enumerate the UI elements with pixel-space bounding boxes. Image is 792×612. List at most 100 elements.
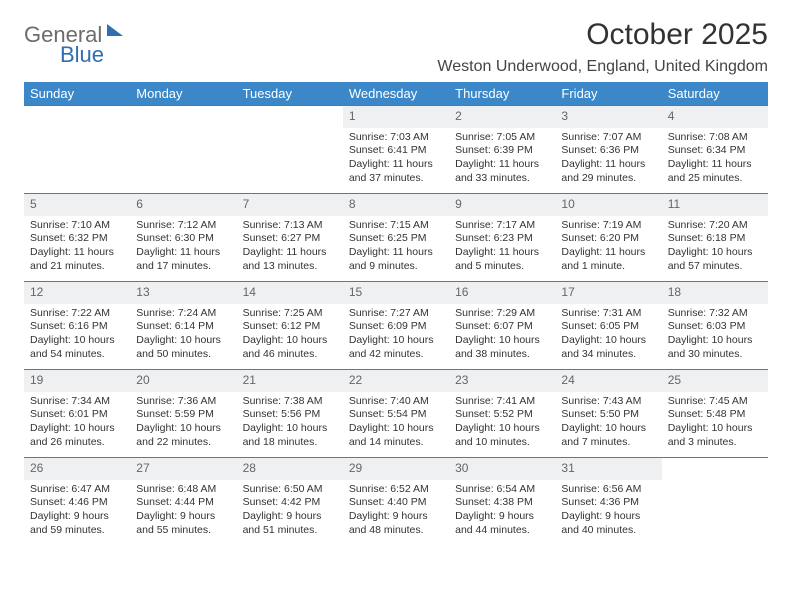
- daylight-text: Daylight: 10 hours and 34 minutes.: [561, 334, 655, 361]
- calendar-day-cell: 27Sunrise: 6:48 AMSunset: 4:44 PMDayligh…: [130, 457, 236, 545]
- weekday-header: Wednesday: [343, 82, 449, 105]
- daylight-text: Daylight: 11 hours and 1 minute.: [561, 246, 655, 273]
- sunset-text: Sunset: 5:48 PM: [668, 408, 762, 422]
- logo-triangle-icon: [107, 24, 123, 36]
- weekday-header-row: Sunday Monday Tuesday Wednesday Thursday…: [24, 82, 768, 105]
- daylight-text: Daylight: 10 hours and 22 minutes.: [136, 422, 230, 449]
- calendar-day-cell: [24, 105, 130, 193]
- day-body: Sunrise: 7:13 AMSunset: 6:27 PMDaylight:…: [237, 216, 343, 278]
- day-number: 27: [130, 457, 236, 480]
- day-number: 9: [449, 193, 555, 216]
- daylight-text: Daylight: 9 hours and 40 minutes.: [561, 510, 655, 537]
- calendar-day-cell: 18Sunrise: 7:32 AMSunset: 6:03 PMDayligh…: [662, 281, 768, 369]
- daylight-text: Daylight: 11 hours and 37 minutes.: [349, 158, 443, 185]
- daylight-text: Daylight: 10 hours and 14 minutes.: [349, 422, 443, 449]
- day-body: Sunrise: 7:24 AMSunset: 6:14 PMDaylight:…: [130, 304, 236, 366]
- sunset-text: Sunset: 6:36 PM: [561, 144, 655, 158]
- day-body: Sunrise: 7:12 AMSunset: 6:30 PMDaylight:…: [130, 216, 236, 278]
- day-number: 30: [449, 457, 555, 480]
- logo: General Blue: [24, 18, 123, 68]
- daylight-text: Daylight: 10 hours and 10 minutes.: [455, 422, 549, 449]
- daylight-text: Daylight: 10 hours and 50 minutes.: [136, 334, 230, 361]
- daylight-text: Daylight: 9 hours and 55 minutes.: [136, 510, 230, 537]
- daylight-text: Daylight: 10 hours and 46 minutes.: [243, 334, 337, 361]
- calendar-day-cell: [662, 457, 768, 545]
- sunrise-text: Sunrise: 7:20 AM: [668, 219, 762, 233]
- day-number: 14: [237, 281, 343, 304]
- daylight-text: Daylight: 11 hours and 21 minutes.: [30, 246, 124, 273]
- sunset-text: Sunset: 6:16 PM: [30, 320, 124, 334]
- sunrise-text: Sunrise: 6:50 AM: [243, 483, 337, 497]
- day-number-empty: [24, 105, 130, 128]
- sunset-text: Sunset: 6:39 PM: [455, 144, 549, 158]
- sunrise-text: Sunrise: 7:03 AM: [349, 131, 443, 145]
- day-number: 6: [130, 193, 236, 216]
- sunset-text: Sunset: 4:46 PM: [30, 496, 124, 510]
- day-body: Sunrise: 7:10 AMSunset: 6:32 PMDaylight:…: [24, 216, 130, 278]
- calendar-day-cell: 1Sunrise: 7:03 AMSunset: 6:41 PMDaylight…: [343, 105, 449, 193]
- sunset-text: Sunset: 5:59 PM: [136, 408, 230, 422]
- sunrise-text: Sunrise: 7:41 AM: [455, 395, 549, 409]
- day-body: Sunrise: 7:43 AMSunset: 5:50 PMDaylight:…: [555, 392, 661, 454]
- day-number: 8: [343, 193, 449, 216]
- day-number: 13: [130, 281, 236, 304]
- sunrise-text: Sunrise: 7:31 AM: [561, 307, 655, 321]
- day-number: 24: [555, 369, 661, 392]
- day-body: Sunrise: 7:08 AMSunset: 6:34 PMDaylight:…: [662, 128, 768, 190]
- calendar-day-cell: 11Sunrise: 7:20 AMSunset: 6:18 PMDayligh…: [662, 193, 768, 281]
- sunset-text: Sunset: 4:44 PM: [136, 496, 230, 510]
- sunrise-text: Sunrise: 7:40 AM: [349, 395, 443, 409]
- sunset-text: Sunset: 5:52 PM: [455, 408, 549, 422]
- sunrise-text: Sunrise: 7:13 AM: [243, 219, 337, 233]
- day-number-empty: [237, 105, 343, 128]
- day-number: 21: [237, 369, 343, 392]
- day-body: Sunrise: 7:19 AMSunset: 6:20 PMDaylight:…: [555, 216, 661, 278]
- day-number: 16: [449, 281, 555, 304]
- day-body: Sunrise: 7:20 AMSunset: 6:18 PMDaylight:…: [662, 216, 768, 278]
- sunset-text: Sunset: 4:36 PM: [561, 496, 655, 510]
- sunset-text: Sunset: 6:05 PM: [561, 320, 655, 334]
- sunset-text: Sunset: 6:09 PM: [349, 320, 443, 334]
- sunrise-text: Sunrise: 7:22 AM: [30, 307, 124, 321]
- calendar-week-row: 1Sunrise: 7:03 AMSunset: 6:41 PMDaylight…: [24, 105, 768, 193]
- calendar-week-row: 19Sunrise: 7:34 AMSunset: 6:01 PMDayligh…: [24, 369, 768, 457]
- sunset-text: Sunset: 6:12 PM: [243, 320, 337, 334]
- calendar-day-cell: 12Sunrise: 7:22 AMSunset: 6:16 PMDayligh…: [24, 281, 130, 369]
- daylight-text: Daylight: 9 hours and 44 minutes.: [455, 510, 549, 537]
- day-number: 19: [24, 369, 130, 392]
- sunset-text: Sunset: 4:42 PM: [243, 496, 337, 510]
- sunrise-text: Sunrise: 7:19 AM: [561, 219, 655, 233]
- header-row: General Blue October 2025 Weston Underwo…: [24, 18, 768, 76]
- sunset-text: Sunset: 6:23 PM: [455, 232, 549, 246]
- calendar-day-cell: 21Sunrise: 7:38 AMSunset: 5:56 PMDayligh…: [237, 369, 343, 457]
- calendar-day-cell: 28Sunrise: 6:50 AMSunset: 4:42 PMDayligh…: [237, 457, 343, 545]
- sunset-text: Sunset: 6:34 PM: [668, 144, 762, 158]
- day-number-empty: [662, 457, 768, 480]
- day-number: 25: [662, 369, 768, 392]
- sunrise-text: Sunrise: 7:29 AM: [455, 307, 549, 321]
- calendar-week-row: 5Sunrise: 7:10 AMSunset: 6:32 PMDaylight…: [24, 193, 768, 281]
- day-body: Sunrise: 7:38 AMSunset: 5:56 PMDaylight:…: [237, 392, 343, 454]
- day-number: 29: [343, 457, 449, 480]
- day-body: Sunrise: 6:54 AMSunset: 4:38 PMDaylight:…: [449, 480, 555, 542]
- sunset-text: Sunset: 6:41 PM: [349, 144, 443, 158]
- daylight-text: Daylight: 11 hours and 33 minutes.: [455, 158, 549, 185]
- daylight-text: Daylight: 11 hours and 13 minutes.: [243, 246, 337, 273]
- calendar-day-cell: 2Sunrise: 7:05 AMSunset: 6:39 PMDaylight…: [449, 105, 555, 193]
- calendar-day-cell: 6Sunrise: 7:12 AMSunset: 6:30 PMDaylight…: [130, 193, 236, 281]
- daylight-text: Daylight: 10 hours and 26 minutes.: [30, 422, 124, 449]
- day-number: 2: [449, 105, 555, 128]
- calendar-day-cell: 17Sunrise: 7:31 AMSunset: 6:05 PMDayligh…: [555, 281, 661, 369]
- day-number: 15: [343, 281, 449, 304]
- weekday-header: Friday: [555, 82, 661, 105]
- sunrise-text: Sunrise: 7:10 AM: [30, 219, 124, 233]
- sunset-text: Sunset: 6:01 PM: [30, 408, 124, 422]
- sunset-text: Sunset: 6:32 PM: [30, 232, 124, 246]
- sunrise-text: Sunrise: 6:54 AM: [455, 483, 549, 497]
- day-body: Sunrise: 7:32 AMSunset: 6:03 PMDaylight:…: [662, 304, 768, 366]
- sunrise-text: Sunrise: 7:45 AM: [668, 395, 762, 409]
- daylight-text: Daylight: 11 hours and 25 minutes.: [668, 158, 762, 185]
- day-body: Sunrise: 7:05 AMSunset: 6:39 PMDaylight:…: [449, 128, 555, 190]
- calendar-day-cell: 3Sunrise: 7:07 AMSunset: 6:36 PMDaylight…: [555, 105, 661, 193]
- calendar-day-cell: 31Sunrise: 6:56 AMSunset: 4:36 PMDayligh…: [555, 457, 661, 545]
